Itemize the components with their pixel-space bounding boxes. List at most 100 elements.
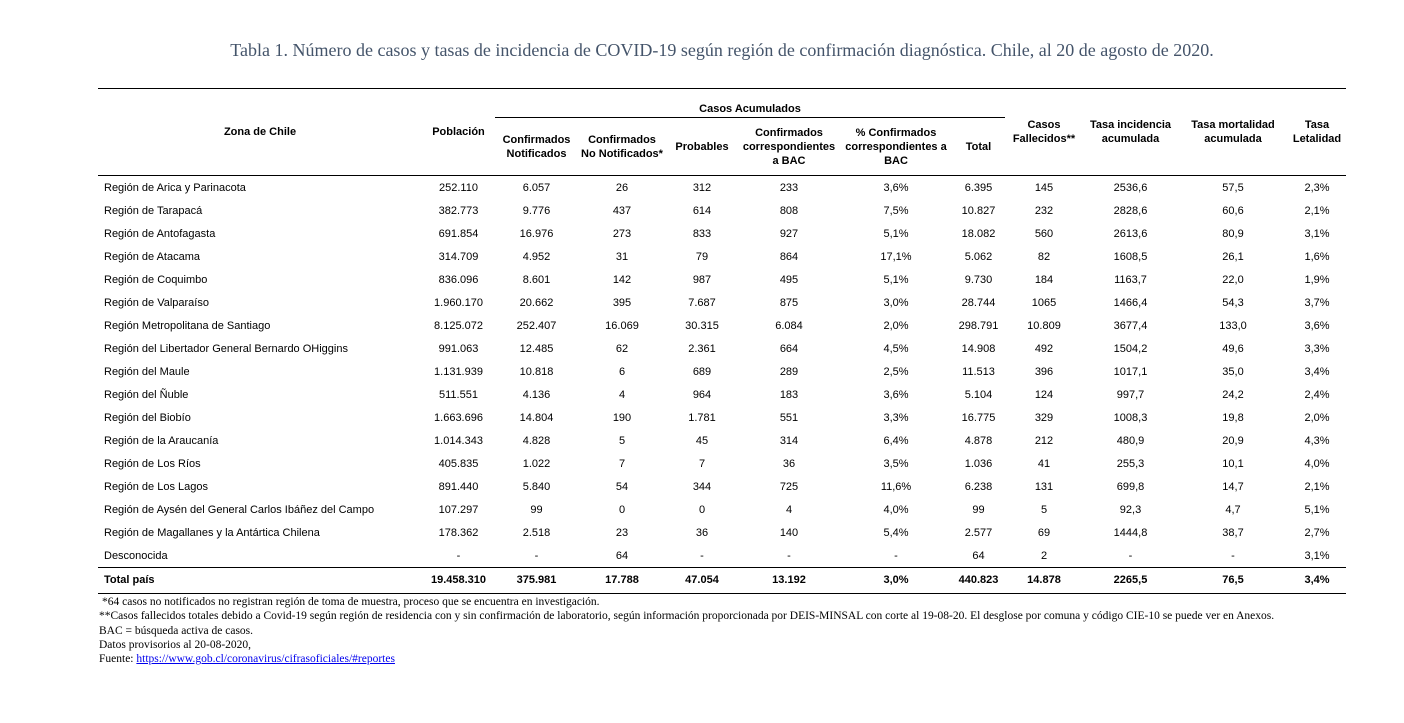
- table-cell: -: [1231, 550, 1235, 562]
- column-header: Casos Fallecidos**: [1012, 118, 1076, 145]
- table-cell: 3,1%: [1304, 550, 1330, 562]
- table-cell: 5.840: [522, 481, 551, 493]
- table-cell: 124: [1034, 389, 1054, 401]
- table-cell: 927: [779, 228, 799, 240]
- table-cell: 312: [692, 182, 712, 194]
- table-cell: 5,1%: [883, 228, 909, 240]
- table-cell: 14,7: [1222, 481, 1244, 493]
- table-cell: 2,7%: [1304, 527, 1330, 539]
- table-cell: 36: [695, 527, 709, 539]
- table-cell: 875: [779, 297, 799, 309]
- table-cell: 1163,7: [1114, 274, 1147, 286]
- table-cell: 11,6%: [880, 481, 912, 493]
- table-cell: 298.791: [958, 320, 999, 332]
- source-link[interactable]: https://www.gob.cl/coronavirus/cifrasofi…: [136, 653, 395, 666]
- table-cell: 3,3%: [1304, 343, 1330, 355]
- table-cell: 16.976: [519, 228, 554, 240]
- table-cell: 64: [972, 550, 985, 562]
- table-cell: 691.854: [438, 228, 479, 240]
- source-label: Fuente:: [99, 653, 134, 666]
- row-label: Región del Libertador General Bernardo O…: [104, 343, 348, 355]
- table-cell: 252.407: [516, 320, 557, 332]
- table-cell: 492: [1034, 343, 1054, 355]
- table-cell: 24,2: [1222, 389, 1244, 401]
- table-cell: 212: [1034, 435, 1054, 447]
- table-cell: 54,3: [1222, 297, 1244, 309]
- table-cell: 1608,5: [1113, 251, 1148, 263]
- table-cell: 9.730: [964, 274, 993, 286]
- table-cell: 35,0: [1222, 366, 1244, 378]
- table-cell: 38,7: [1222, 527, 1244, 539]
- table-cell: 2,5%: [883, 366, 909, 378]
- table-cell: 5.062: [964, 251, 993, 263]
- table-cell: 20,9: [1222, 435, 1244, 447]
- row-label: Región de Antofagasta: [104, 228, 216, 240]
- table-cell: 69: [1037, 527, 1051, 539]
- table-cell: 511.551: [439, 389, 478, 401]
- table-cell: 836.096: [438, 274, 479, 286]
- table-cell: 1.014.343: [434, 435, 483, 447]
- table-cell: 1065: [1031, 297, 1057, 309]
- table-cell: 964: [692, 389, 712, 401]
- table-cell: 5,1%: [1304, 504, 1330, 516]
- table-cell: 0: [698, 504, 706, 516]
- table-cell: 4,3%: [1304, 435, 1330, 447]
- table-cell: 344: [692, 481, 712, 493]
- table-cell: 145: [1034, 182, 1054, 194]
- table-title: Tabla 1. Número de casos y tasas de inci…: [230, 40, 1214, 60]
- table-cell: 79: [695, 251, 709, 263]
- table-cell: 233: [779, 182, 799, 194]
- table-cell: 9.776: [522, 205, 551, 217]
- table-cell: 614: [692, 205, 712, 217]
- row-label: Región de Arica y Parinacota: [104, 182, 246, 194]
- table-cell: 2265,5: [1113, 574, 1148, 586]
- table-cell: 3,6%: [1304, 320, 1330, 332]
- table-cell: 4,5%: [883, 343, 909, 355]
- table-cell: 2,0%: [883, 320, 909, 332]
- table-cell: 273: [612, 228, 632, 240]
- table-cell: 4.828: [522, 435, 551, 447]
- table-cell: 14.878: [1027, 574, 1061, 586]
- table-cell: 92,3: [1119, 504, 1142, 516]
- table-cell: 6.084: [775, 320, 803, 332]
- table-cell: 1.036: [964, 458, 993, 470]
- table-cell: 5.104: [964, 389, 993, 401]
- table-cell: 2613,6: [1113, 228, 1148, 240]
- column-header: Tasa mortalidad acumulada: [1191, 118, 1275, 145]
- table-cell: 47.054: [685, 574, 719, 586]
- table-cell: 20.662: [519, 297, 554, 309]
- table-cell: 3,0%: [883, 574, 909, 586]
- table-cell: 6.057: [522, 182, 551, 194]
- table-cell: 1.022: [522, 458, 551, 470]
- table-cell: 17,1%: [880, 251, 912, 263]
- table-cell: 375.981: [516, 574, 557, 586]
- row-label: Desconocida: [104, 550, 168, 562]
- column-header: Probables: [675, 140, 729, 153]
- table-cell: 440.823: [958, 574, 999, 586]
- table-cell: 10.809: [1027, 320, 1061, 332]
- table-cell: 1.781: [688, 412, 716, 424]
- row-label: Región de Coquimbo: [104, 274, 208, 286]
- group-header: Casos Acumulados: [699, 103, 801, 115]
- table-cell: -: [787, 550, 791, 562]
- table-cell: 4.878: [964, 435, 993, 447]
- table-cell: 1008,3: [1113, 412, 1148, 424]
- table-cell: 329: [1034, 412, 1054, 424]
- column-header: Tasa incidencia acumulada: [1089, 118, 1172, 145]
- column-header: Tasa Letalidad: [1292, 118, 1342, 145]
- table-cell: 2,4%: [1304, 389, 1330, 401]
- table-cell: 10.827: [961, 205, 996, 217]
- table-cell: 4: [618, 389, 626, 401]
- table-cell: 8.125.072: [434, 320, 483, 332]
- table-cell: 140: [779, 527, 799, 539]
- table-cell: 495: [779, 274, 799, 286]
- table-cell: 14.804: [519, 412, 554, 424]
- table-cell: 6: [618, 366, 626, 378]
- footnotes: *64 casos no notificados no registran re…: [99, 595, 1347, 666]
- table-cell: 891.440: [438, 481, 479, 493]
- table-cell: 2.577: [964, 527, 993, 539]
- row-label: Región de Magallanes y la Antártica Chil…: [104, 527, 320, 539]
- table-cell: 437: [612, 205, 632, 217]
- table-cell: 4,0%: [883, 504, 909, 516]
- table-cell: 13.192: [772, 574, 806, 586]
